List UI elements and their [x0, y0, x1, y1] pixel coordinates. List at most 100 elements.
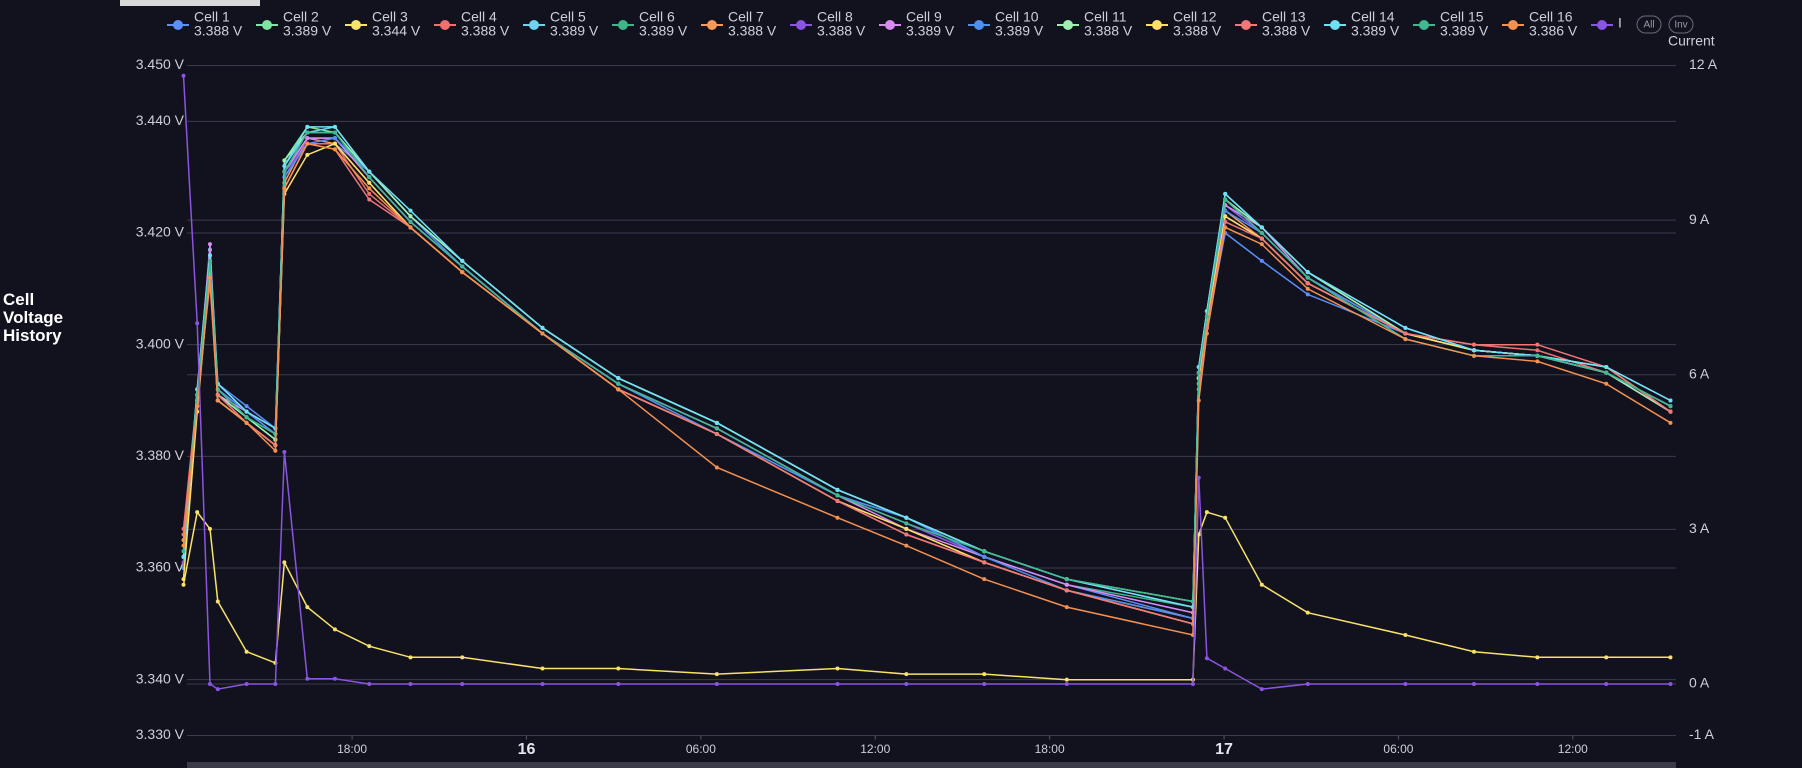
legend-item[interactable]: Cell 143.389 V [1324, 9, 1400, 39]
legend-name: Cell 2 [283, 9, 319, 25]
legend-swatch [796, 20, 806, 30]
data-point [273, 681, 278, 686]
data-point [835, 499, 840, 503]
data-point [1535, 342, 1540, 347]
series-line [182, 142, 1671, 625]
series [181, 136, 1673, 621]
data-point [460, 258, 465, 263]
series [181, 141, 1673, 626]
legend-reading: 3.388 V [1173, 23, 1222, 39]
legend-name: Cell 1 [194, 9, 230, 25]
data-point [1403, 331, 1408, 336]
y2-tick-label: 0 A [1689, 675, 1710, 691]
legend-item[interactable]: Cell 123.388 V [1146, 9, 1222, 39]
data-point [1223, 666, 1228, 671]
legend-item[interactable]: Cell 133.388 V [1235, 9, 1311, 39]
legend-name: Cell 9 [906, 9, 942, 25]
y-tick-label: 3.450 V [136, 56, 185, 72]
legend-item[interactable]: Cell 43.388 V [434, 9, 510, 39]
data-point [181, 73, 186, 78]
data-point [408, 681, 413, 686]
data-point [207, 253, 212, 258]
series-line [182, 510, 1671, 681]
data-point [904, 532, 909, 537]
series-line [182, 142, 1671, 636]
data-point [367, 644, 372, 649]
data-point [835, 666, 840, 671]
legend-reading: 3.388 V [728, 23, 777, 39]
button[interactable] [1636, 15, 1662, 34]
data-point [1535, 681, 1540, 686]
data-point [1604, 655, 1609, 660]
legend-swatch [440, 20, 450, 30]
legend-item[interactable]: Cell 33.344 V [345, 9, 421, 39]
data-point [1204, 331, 1209, 336]
button-label[interactable]: Inv [1674, 20, 1687, 31]
data-point [181, 582, 186, 587]
legend-swatch [173, 20, 183, 30]
y2-tick-label: 3 A [1689, 520, 1710, 536]
data-point [904, 543, 909, 548]
series-line [182, 142, 1671, 620]
legend-name: Cell 12 [1173, 9, 1217, 25]
legend-reading: 3.388 V [1084, 23, 1133, 39]
x-tick-label: 17 [1215, 741, 1233, 758]
series [181, 136, 1673, 615]
button[interactable] [1668, 15, 1694, 34]
data-point [1403, 633, 1408, 637]
data-point [1223, 214, 1228, 219]
legend-item[interactable]: Cell 163.386 V [1502, 9, 1578, 39]
data-point [616, 381, 621, 386]
button-label[interactable]: All [1643, 20, 1654, 31]
legend-item[interactable]: Cell 103.389 V [968, 9, 1044, 39]
data-point [982, 560, 987, 565]
data-point [305, 124, 310, 129]
data-point [1668, 420, 1673, 425]
legend-reading: 3.388 V [194, 23, 243, 39]
legend-name: Cell 16 [1529, 9, 1573, 25]
data-point [1064, 588, 1069, 593]
legend-item[interactable]: Cell 113.388 V [1057, 9, 1133, 39]
legend-swatch [1063, 20, 1073, 30]
y2-tick-label: 9 A [1689, 211, 1710, 227]
data-point [181, 543, 186, 548]
data-point [207, 526, 212, 531]
legend-item[interactable]: Cell 153.389 V [1413, 9, 1489, 39]
legend-reading: 3.344 V [372, 23, 421, 39]
data-point [1471, 681, 1476, 686]
data-point [332, 627, 337, 632]
legend-item[interactable]: Cell 23.389 V [256, 9, 332, 39]
legend-item[interactable]: Cell 93.389 V [879, 9, 955, 39]
data-point [215, 599, 220, 604]
legend-item[interactable]: Cell 13.388 V [167, 9, 243, 39]
series [181, 141, 1673, 637]
legend-name: Cell 13 [1262, 9, 1306, 25]
data-point [460, 655, 465, 660]
data-point [215, 398, 220, 403]
data-point [408, 225, 413, 230]
data-point [332, 130, 337, 135]
data-point [1196, 475, 1201, 480]
series-line [182, 137, 1671, 620]
data-point [904, 672, 909, 677]
data-point [408, 655, 413, 660]
data-point [714, 672, 719, 677]
y-tick-label: 3.420 V [136, 224, 185, 240]
legend-item[interactable]: Cell 73.388 V [701, 9, 777, 39]
data-point [1190, 681, 1195, 686]
legend-item[interactable]: Cell 63.389 V [612, 9, 688, 39]
legend-swatch [885, 20, 895, 30]
data-point [367, 681, 372, 686]
data-point [244, 649, 249, 654]
legend-item[interactable]: I [1591, 15, 1622, 31]
data-point [332, 141, 337, 146]
data-point [282, 158, 287, 163]
data-point [1259, 231, 1264, 235]
data-point [305, 605, 310, 610]
scrollbar[interactable] [187, 762, 1676, 768]
legend-name: Cell 3 [372, 9, 408, 25]
legend-item[interactable]: Cell 83.388 V [790, 9, 866, 39]
legend-item[interactable]: Cell 53.389 V [523, 9, 599, 39]
data-point [1604, 370, 1609, 375]
